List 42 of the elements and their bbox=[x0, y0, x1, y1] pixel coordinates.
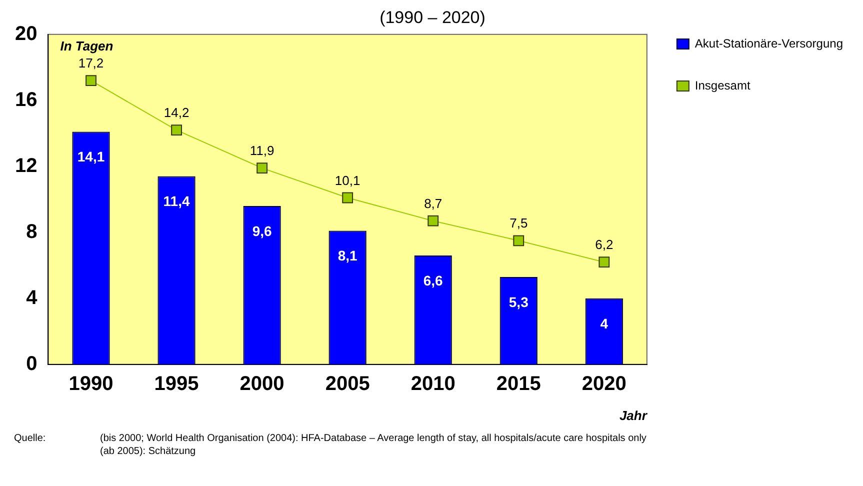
legend-label: Akut-Stationäre-Versorgung bbox=[694, 36, 844, 50]
x-tick-label: 1995 bbox=[154, 372, 199, 395]
legend-label: Insgesamt bbox=[694, 78, 751, 92]
data-label: 11,9 bbox=[250, 143, 274, 158]
y-axis-title: In Tagen bbox=[60, 38, 114, 54]
text: (ab 2005): Schätzung bbox=[100, 445, 197, 458]
x-axis-title: Jahr bbox=[619, 408, 648, 423]
data-label: 14,1 bbox=[77, 148, 105, 165]
chart-title: (1990 – 2020) bbox=[380, 8, 486, 27]
x-tick-label: 2000 bbox=[240, 372, 284, 395]
data-label: 6,6 bbox=[423, 272, 444, 288]
data-label: 14,2 bbox=[164, 105, 190, 120]
point bbox=[256, 162, 268, 174]
data-label: 8,7 bbox=[424, 196, 442, 211]
point bbox=[598, 256, 610, 268]
x-tick-label: 2015 bbox=[496, 372, 541, 395]
y-tick-label: 0 bbox=[26, 352, 38, 375]
y-tick-label: 8 bbox=[26, 220, 38, 243]
y-tick-label: 4 bbox=[26, 286, 38, 309]
point bbox=[428, 215, 439, 226]
point bbox=[513, 235, 524, 246]
point bbox=[86, 75, 96, 86]
source-note: Quelle: bbox=[13, 432, 47, 446]
text: (bis 2000; World Health Organisation (2004): HFA-Database – Average length of stay, all hospitals/acute care hospitals only bbox=[100, 432, 646, 445]
x-tick-label: 2020 bbox=[582, 372, 626, 395]
data-label: 7,5 bbox=[510, 216, 528, 231]
y-tick-label: 12 bbox=[14, 154, 38, 177]
data-label: 17,2 bbox=[78, 56, 104, 71]
data-label: 9,6 bbox=[252, 222, 272, 239]
data-label: 10,1 bbox=[334, 172, 360, 188]
x-tick-label: 1990 bbox=[68, 372, 114, 395]
data-label: 5,3 bbox=[508, 294, 529, 310]
data-label: 4 bbox=[600, 315, 608, 332]
data-label: 11,4 bbox=[163, 193, 190, 210]
point bbox=[171, 124, 182, 136]
data-label: 6,2 bbox=[595, 237, 614, 252]
point bbox=[342, 192, 354, 204]
y-tick-label: 20 bbox=[14, 22, 38, 45]
y-tick-label: 16 bbox=[14, 88, 38, 111]
x-tick-label: 2005 bbox=[325, 372, 370, 395]
x-tick-label: 2010 bbox=[410, 372, 456, 395]
data-label: 8,1 bbox=[338, 248, 358, 264]
